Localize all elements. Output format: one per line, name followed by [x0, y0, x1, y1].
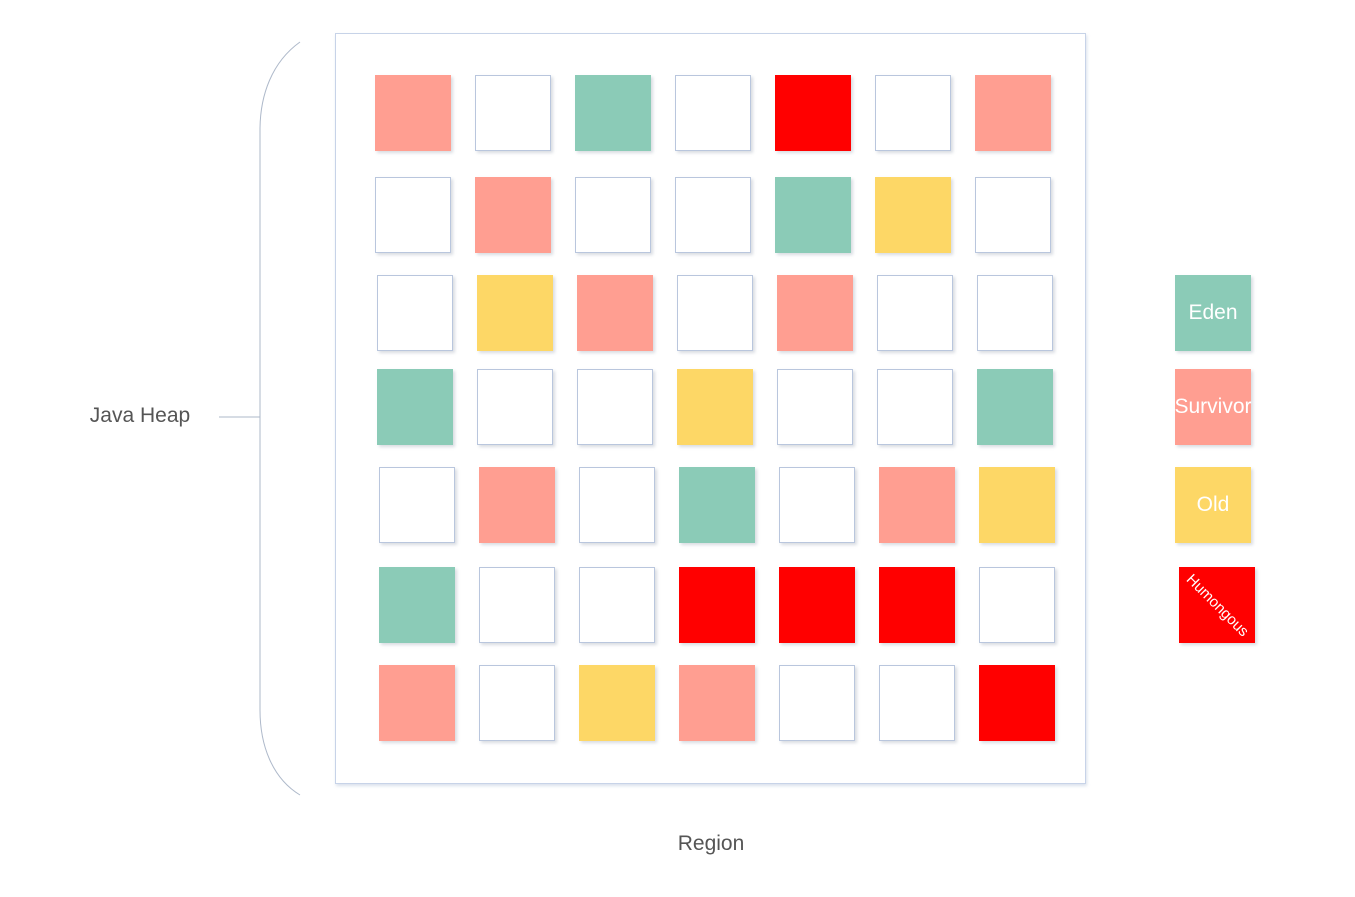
region-humongous [779, 567, 855, 643]
legend-label-survivor: Survivor [1174, 395, 1252, 418]
region-survivor [375, 75, 451, 151]
region-survivor [379, 665, 455, 741]
region-survivor [679, 665, 755, 741]
region-empty [477, 369, 553, 445]
legend-humongous: Humongous [1179, 567, 1255, 643]
region-label: Region [677, 832, 745, 855]
region-empty [975, 177, 1051, 253]
legend-eden: Eden [1175, 275, 1251, 351]
region-empty [877, 369, 953, 445]
region-empty [779, 467, 855, 543]
region-empty [579, 567, 655, 643]
region-empty [377, 275, 453, 351]
region-empty [375, 177, 451, 253]
region-eden [379, 567, 455, 643]
region-survivor [475, 177, 551, 253]
legend-survivor: Survivor [1174, 369, 1252, 445]
region-empty [675, 75, 751, 151]
region-empty [777, 369, 853, 445]
heap-grid [335, 33, 1086, 784]
region-humongous [879, 567, 955, 643]
region-humongous [679, 567, 755, 643]
region-old [477, 275, 553, 351]
region-empty [475, 75, 551, 151]
region-survivor [577, 275, 653, 351]
region-empty [879, 665, 955, 741]
region-empty [577, 369, 653, 445]
region-empty [977, 275, 1053, 351]
region-empty [875, 75, 951, 151]
region-eden [977, 369, 1053, 445]
region-survivor [975, 75, 1051, 151]
legend-label-eden: Eden [1188, 301, 1238, 324]
region-eden [775, 177, 851, 253]
region-humongous [979, 665, 1055, 741]
region-empty [877, 275, 953, 351]
legend-old: Old [1175, 467, 1251, 543]
region-empty [379, 467, 455, 543]
region-eden [575, 75, 651, 151]
region-old [875, 177, 951, 253]
region-empty [979, 567, 1055, 643]
region-empty [779, 665, 855, 741]
region-empty [479, 665, 555, 741]
region-empty [479, 567, 555, 643]
region-eden [377, 369, 453, 445]
region-survivor [479, 467, 555, 543]
region-humongous [775, 75, 851, 151]
legend-label-humongous: Humongous [1182, 570, 1252, 640]
region-survivor [777, 275, 853, 351]
region-empty [575, 177, 651, 253]
region-survivor [879, 467, 955, 543]
region-empty [675, 177, 751, 253]
region-empty [579, 467, 655, 543]
region-old [677, 369, 753, 445]
region-empty [677, 275, 753, 351]
java-heap-label: Java Heap [89, 404, 191, 427]
region-eden [679, 467, 755, 543]
region-old [579, 665, 655, 741]
region-old [979, 467, 1055, 543]
legend-label-old: Old [1196, 493, 1230, 516]
